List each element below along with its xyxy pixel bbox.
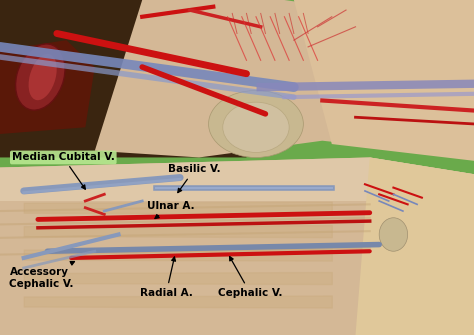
Text: Median Cubital V.: Median Cubital V. — [12, 152, 115, 189]
Ellipse shape — [28, 54, 57, 100]
Text: Cephalic V.: Cephalic V. — [218, 257, 283, 298]
Polygon shape — [0, 40, 95, 134]
Polygon shape — [0, 157, 474, 201]
Polygon shape — [356, 157, 474, 335]
Polygon shape — [95, 0, 474, 157]
Ellipse shape — [379, 218, 408, 251]
Text: Ulnar A.: Ulnar A. — [147, 201, 194, 218]
Text: Accessory
Cephalic V.: Accessory Cephalic V. — [9, 262, 74, 289]
Polygon shape — [294, 0, 474, 161]
Ellipse shape — [209, 90, 303, 157]
Ellipse shape — [16, 44, 65, 110]
Ellipse shape — [223, 102, 289, 152]
Polygon shape — [0, 157, 474, 335]
Polygon shape — [0, 0, 246, 157]
Text: Radial A.: Radial A. — [140, 257, 193, 298]
Text: Basilic V.: Basilic V. — [168, 164, 221, 193]
